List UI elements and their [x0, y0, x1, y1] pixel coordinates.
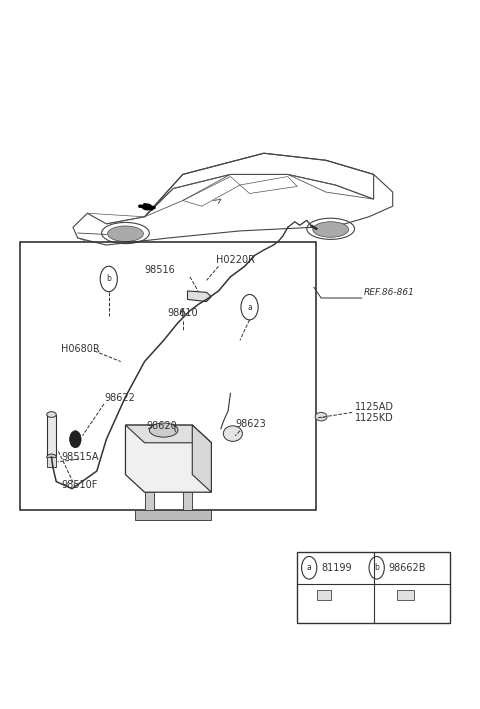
Text: 1125AD: 1125AD — [355, 403, 394, 413]
Polygon shape — [183, 492, 192, 510]
Ellipse shape — [142, 203, 152, 211]
Text: 98620: 98620 — [146, 420, 177, 431]
Text: H0680R: H0680R — [61, 344, 100, 354]
Text: 98510F: 98510F — [61, 480, 97, 490]
Polygon shape — [317, 590, 331, 601]
Text: b: b — [374, 563, 379, 572]
Ellipse shape — [47, 412, 56, 418]
Text: 98662B: 98662B — [389, 563, 426, 573]
Ellipse shape — [223, 426, 242, 442]
Ellipse shape — [47, 454, 56, 459]
Text: 98610: 98610 — [168, 308, 198, 318]
Text: 1125KD: 1125KD — [355, 413, 393, 423]
Bar — [297, 552, 450, 623]
Polygon shape — [396, 590, 414, 601]
Text: 81199: 81199 — [321, 563, 352, 573]
Text: 98516: 98516 — [145, 265, 176, 275]
Polygon shape — [188, 291, 211, 301]
Text: 98515A: 98515A — [61, 452, 98, 462]
Bar — [21, 242, 316, 510]
Polygon shape — [135, 510, 211, 520]
Polygon shape — [47, 415, 56, 457]
Polygon shape — [144, 492, 154, 510]
Circle shape — [70, 431, 81, 447]
Text: a: a — [247, 303, 252, 312]
Ellipse shape — [313, 222, 348, 238]
Text: b: b — [107, 274, 111, 284]
Polygon shape — [125, 425, 211, 443]
Text: 98622: 98622 — [104, 393, 135, 403]
Text: 98623: 98623 — [235, 418, 266, 429]
Text: H0220R: H0220R — [216, 255, 255, 264]
Ellipse shape — [149, 423, 178, 437]
Text: a: a — [307, 563, 312, 572]
Ellipse shape — [108, 226, 144, 242]
Ellipse shape — [315, 413, 327, 421]
Polygon shape — [125, 425, 211, 492]
Text: REF.86-861: REF.86-861 — [364, 288, 415, 297]
Polygon shape — [192, 425, 211, 492]
Polygon shape — [47, 457, 56, 467]
